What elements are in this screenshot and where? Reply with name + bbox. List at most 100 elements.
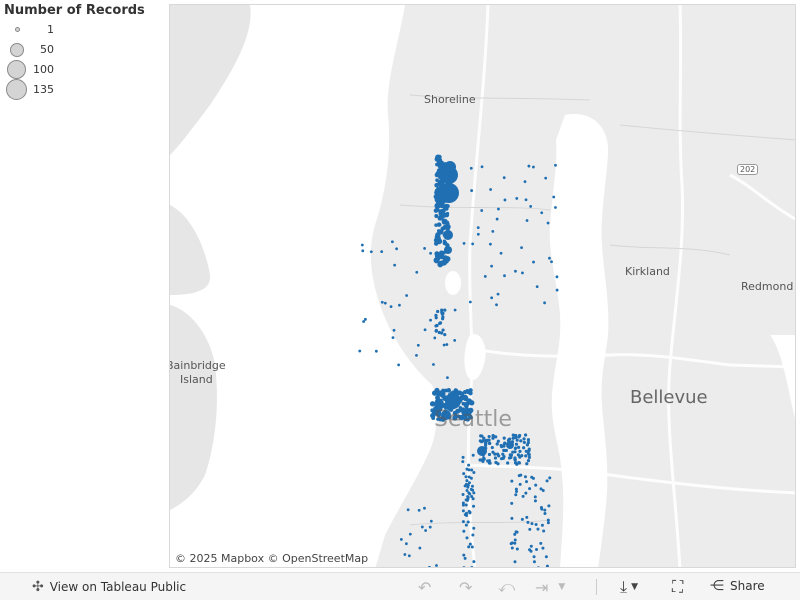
record-point[interactable] [470,484,474,488]
record-point[interactable] [391,336,395,339]
record-point[interactable] [461,509,465,513]
record-point[interactable] [479,440,484,444]
record-point[interactable] [482,436,486,440]
record-point[interactable] [468,390,473,396]
record-point[interactable] [514,269,517,273]
record-point[interactable] [491,436,495,440]
record-point[interactable] [497,207,500,211]
map-attribution[interactable]: © 2025 Mapbox © OpenStreetMap [173,552,371,565]
record-point[interactable] [518,482,522,486]
record-point[interactable] [496,292,500,296]
record-point[interactable] [503,448,507,453]
record-point[interactable] [436,412,442,418]
record-point[interactable] [471,453,475,457]
record-point[interactable] [438,417,443,422]
fullscreen-button[interactable]: ⛶ [672,577,683,596]
record-point[interactable] [466,520,470,524]
record-point[interactable] [514,493,518,497]
record-point[interactable] [490,296,494,300]
record-point[interactable] [534,483,538,487]
record-point[interactable] [445,343,449,346]
record-point[interactable] [510,516,514,520]
record-point[interactable] [441,259,447,266]
record-point[interactable] [392,328,396,332]
record-point[interactable] [526,440,531,445]
record-point[interactable] [434,313,438,317]
record-point[interactable] [424,529,428,532]
record-point[interactable] [534,523,538,527]
record-point[interactable] [494,435,498,439]
record-point[interactable] [433,336,437,340]
record-point[interactable] [374,349,378,353]
record-point[interactable] [453,338,457,342]
record-point[interactable] [520,246,523,250]
record-point[interactable] [511,436,515,440]
record-point[interactable] [519,439,523,443]
record-point[interactable] [362,320,366,323]
record-point[interactable] [464,498,468,502]
record-point[interactable] [484,443,488,448]
record-point[interactable] [517,435,521,439]
record-point[interactable] [437,330,441,335]
record-point[interactable] [443,230,453,240]
record-point[interactable] [463,401,470,407]
record-point[interactable] [514,487,518,491]
record-point[interactable] [532,555,536,559]
download-button[interactable]: ⤓ ▼ [620,577,638,596]
record-point[interactable] [461,455,465,459]
record-point[interactable] [502,442,507,446]
record-point[interactable] [495,442,499,446]
record-point[interactable] [503,198,507,202]
record-point[interactable] [528,487,532,491]
record-point[interactable] [525,443,530,447]
record-point[interactable] [466,485,470,489]
record-point[interactable] [515,197,519,200]
record-point[interactable] [399,538,403,541]
record-point[interactable] [393,263,397,267]
record-point[interactable] [472,491,476,495]
record-point[interactable] [437,154,442,160]
record-point[interactable] [453,308,457,312]
record-point[interactable] [462,394,468,401]
record-point[interactable] [444,203,449,208]
record-point[interactable] [470,468,474,472]
record-point[interactable] [441,388,446,393]
record-point[interactable] [532,165,535,169]
record-point[interactable] [364,317,367,321]
record-point[interactable] [467,463,471,467]
record-point[interactable] [554,163,557,167]
record-point[interactable] [462,566,466,568]
record-point[interactable] [467,475,471,479]
record-point[interactable] [435,564,438,567]
record-point[interactable] [398,303,401,307]
record-point[interactable] [489,242,492,246]
record-point[interactable] [535,285,539,289]
record-point[interactable] [369,250,373,254]
record-point[interactable] [383,301,387,305]
record-point[interactable] [515,530,519,534]
record-point[interactable] [531,476,535,480]
record-point[interactable] [546,521,550,525]
record-point[interactable] [511,450,515,454]
record-point[interactable] [470,189,474,192]
undo-button[interactable]: ↶ [418,578,431,597]
record-point[interactable] [526,459,531,463]
record-point[interactable] [428,525,432,529]
record-point[interactable] [471,242,475,246]
record-point[interactable] [493,456,498,460]
record-point[interactable] [545,564,549,568]
record-point[interactable] [527,455,531,459]
record-point[interactable] [544,176,548,180]
record-point[interactable] [415,270,419,274]
record-point[interactable] [439,402,444,407]
record-point[interactable] [511,433,515,437]
record-point[interactable] [439,183,459,203]
record-point[interactable] [404,542,408,546]
record-point[interactable] [436,222,442,227]
record-point[interactable] [487,441,492,445]
record-point[interactable] [472,560,476,564]
record-point[interactable] [433,241,439,246]
record-point[interactable] [462,472,466,476]
record-point[interactable] [510,479,514,483]
record-point[interactable] [499,251,503,255]
